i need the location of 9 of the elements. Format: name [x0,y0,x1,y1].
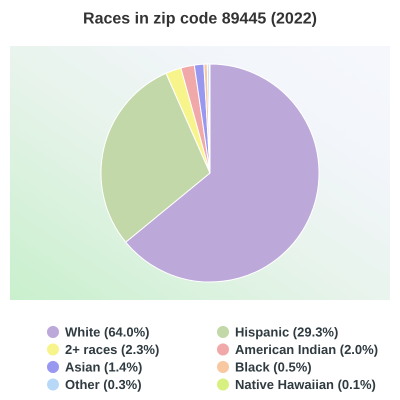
legend-label: Black (0.5%) [235,360,312,374]
legend-label: American Indian (2.0%) [235,342,378,357]
chart-title: Races in zip code 89445 (2022) [83,10,317,28]
legend-label: Native Hawaiian (0.1%) [235,377,376,392]
legend-label: Other (0.3%) [65,377,142,392]
legend-label: White (64.0%) [65,324,150,340]
legend-label: Hispanic (29.3%) [235,324,338,340]
legend-label: 2+ races (2.3%) [65,342,160,357]
legend-label: Asian (1.4%) [65,360,142,374]
